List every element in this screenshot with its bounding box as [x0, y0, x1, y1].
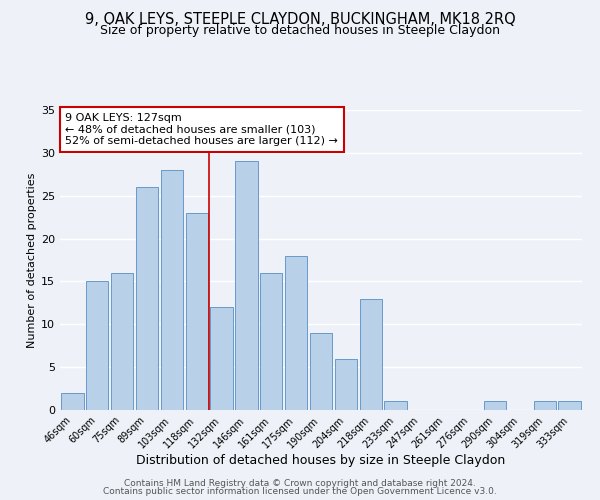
- Bar: [111, 273, 133, 410]
- Y-axis label: Number of detached properties: Number of detached properties: [27, 172, 37, 348]
- Text: Size of property relative to detached houses in Steeple Claydon: Size of property relative to detached ho…: [100, 24, 500, 37]
- Text: 9, OAK LEYS, STEEPLE CLAYDON, BUCKINGHAM, MK18 2RQ: 9, OAK LEYS, STEEPLE CLAYDON, BUCKINGHAM…: [85, 12, 515, 28]
- Bar: [385, 402, 407, 410]
- Bar: [533, 402, 556, 410]
- Bar: [310, 333, 332, 410]
- Bar: [235, 162, 257, 410]
- Bar: [484, 402, 506, 410]
- Bar: [559, 402, 581, 410]
- Bar: [335, 358, 357, 410]
- Bar: [211, 307, 233, 410]
- Bar: [86, 282, 109, 410]
- Bar: [359, 298, 382, 410]
- Text: Contains HM Land Registry data © Crown copyright and database right 2024.: Contains HM Land Registry data © Crown c…: [124, 478, 476, 488]
- Bar: [285, 256, 307, 410]
- Bar: [161, 170, 183, 410]
- Text: 9 OAK LEYS: 127sqm
← 48% of detached houses are smaller (103)
52% of semi-detach: 9 OAK LEYS: 127sqm ← 48% of detached hou…: [65, 113, 338, 146]
- X-axis label: Distribution of detached houses by size in Steeple Claydon: Distribution of detached houses by size …: [136, 454, 506, 467]
- Text: Contains public sector information licensed under the Open Government Licence v3: Contains public sector information licen…: [103, 487, 497, 496]
- Bar: [260, 273, 283, 410]
- Bar: [185, 213, 208, 410]
- Bar: [136, 187, 158, 410]
- Bar: [61, 393, 83, 410]
